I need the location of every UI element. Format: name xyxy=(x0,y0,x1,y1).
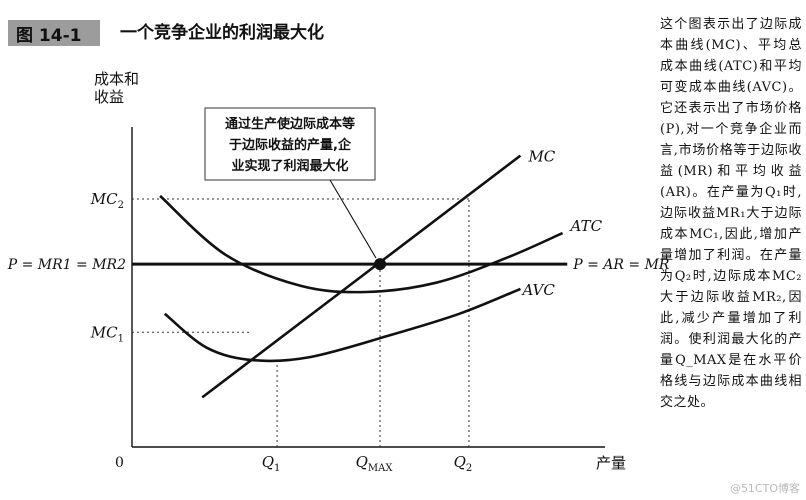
annotation-line-3: 业实现了利润最大化 xyxy=(231,158,348,174)
figure-title: 一个竞争企业的利润最大化 xyxy=(120,23,324,43)
annotation-line-2: 于边际收益的产量,企 xyxy=(229,137,352,153)
watermark: @51CTO博客 xyxy=(729,482,800,495)
series-atc-curve xyxy=(159,194,564,294)
intersection-point xyxy=(374,258,387,271)
series-mc-label: MC xyxy=(527,148,555,166)
y-axis-label-line2: 收益 xyxy=(94,88,124,106)
x-tick-label-q2: Q2 xyxy=(454,453,473,474)
figure-label: 图 14-1 xyxy=(8,20,100,46)
annotation-box xyxy=(204,107,376,181)
y-tick-label-mc2: MC2 xyxy=(90,190,124,211)
origin-label: 0 xyxy=(115,455,124,471)
sidebar-caption: 这个图表示出了边际成本曲线(MC)、平均总成本曲线(ATC)和平均可变成本曲线(… xyxy=(660,17,802,410)
series-avc-label: AVC xyxy=(520,281,555,299)
y-axis-label-line1: 成本和 xyxy=(94,70,139,88)
series-atc-label: ATC xyxy=(569,217,603,235)
x-axis-label: 产量 xyxy=(596,454,626,472)
x-tick-label-qmax: QMAX xyxy=(356,453,394,474)
x-tick-label-q1: Q1 xyxy=(262,453,281,474)
figure-label-text: 图 14-1 xyxy=(16,25,82,46)
price-line-left-label: P = MR1 = MR2 xyxy=(7,257,126,273)
series-avc-curve xyxy=(163,287,521,363)
y-tick-label-mc1: MC1 xyxy=(90,323,124,344)
price-line-right-label: P = AR = MR xyxy=(572,257,670,273)
series-mc-curve xyxy=(201,154,522,399)
annotation-line-1: 通过生产使边际成本等 xyxy=(225,116,355,132)
annotation-leader-line xyxy=(329,179,377,259)
